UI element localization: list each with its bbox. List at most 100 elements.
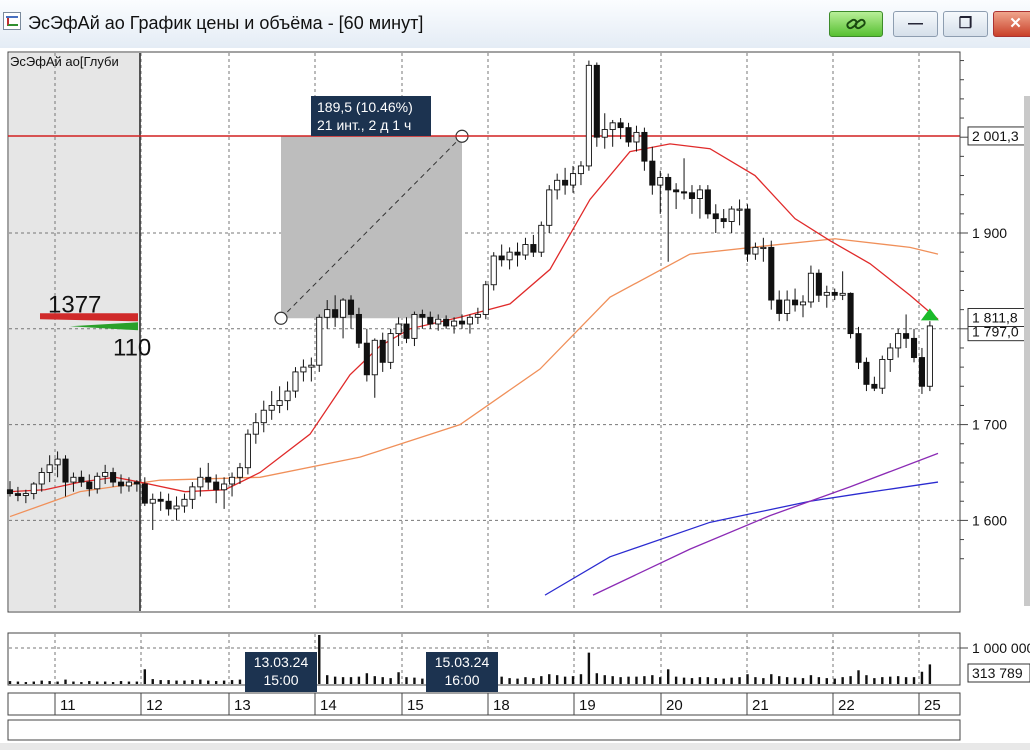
volume-bar-23 — [191, 680, 194, 684]
volume-bar-104 — [833, 678, 836, 684]
volume-bar-86 — [690, 678, 694, 684]
time-axis-labels: 11 12 13 14 15 18 19 20 21 22 25 — [54, 693, 941, 715]
volume-bar-115 — [920, 671, 924, 684]
candle-45 — [363, 342, 370, 376]
candle-15 — [125, 481, 132, 487]
candles — [6, 60, 933, 530]
price-label-2: 1 700 — [972, 417, 1007, 433]
candle-88 — [704, 189, 711, 215]
time-cursor-labels: 13.03.24 15:00 15.03.24 16:00 — [245, 652, 498, 692]
candle-23 — [189, 486, 196, 500]
horizontal-scrollbar-track[interactable] — [7, 719, 961, 741]
price-volume-chart[interactable]: ЭсЭфАй ао[Глуби 1377 110 189,5 (10.46%) 21… — [0, 48, 1030, 750]
candle-90 — [720, 218, 727, 222]
volume-bar-21 — [175, 680, 178, 684]
candle-10 — [86, 481, 93, 490]
candle-34 — [276, 400, 283, 406]
candle-102 — [815, 272, 822, 296]
candle-16 — [133, 481, 140, 485]
chart-area[interactable]: ЭсЭфАй ао[Глуби 1377 110 189,5 (10.46%) 21… — [0, 48, 1030, 750]
candle-3 — [30, 483, 37, 495]
candle-76 — [609, 122, 616, 130]
price-pane[interactable] — [7, 51, 961, 613]
volume-bar-84 — [674, 676, 678, 684]
order-book-panel — [9, 53, 140, 611]
candle-44 — [355, 313, 362, 344]
ma-blue-line — [544, 481, 939, 596]
candle-5 — [46, 464, 53, 473]
candle-71 — [569, 173, 577, 186]
day-label-10: 25 — [924, 697, 941, 714]
volume-bar-62 — [500, 676, 503, 684]
close-button[interactable]: ✕ — [993, 11, 1030, 37]
candle-112 — [895, 333, 902, 349]
candle-110 — [879, 359, 886, 389]
minimize-button[interactable]: — — [893, 11, 938, 37]
volume-bar-99 — [793, 677, 797, 684]
window-titlebar[interactable]: ЭсЭфАй ао График цены и объёма - [60 мин… — [0, 0, 1030, 48]
candle-63 — [506, 251, 513, 261]
candle-75 — [601, 129, 608, 138]
candle-106 — [847, 292, 854, 335]
measure-delta-text: 189,5 (10.46%) — [317, 99, 413, 115]
candle-108 — [863, 361, 870, 385]
volume-bar-13 — [111, 682, 115, 684]
candle-48 — [387, 333, 394, 363]
volume-bar-15 — [127, 681, 131, 684]
volume-bar-16 — [135, 681, 139, 684]
volume-bar-95 — [762, 678, 765, 684]
candle-113 — [903, 333, 910, 339]
volume-bar-92 — [738, 677, 741, 684]
volume-bar-100 — [801, 678, 805, 684]
candle-20 — [165, 500, 172, 510]
volume-bar-66 — [532, 678, 535, 684]
candle-57 — [458, 320, 466, 325]
link-button[interactable] — [829, 11, 883, 37]
candle-64 — [514, 251, 521, 256]
bid-bar — [40, 313, 138, 322]
candle-95 — [760, 246, 767, 250]
candle-116 — [926, 325, 933, 387]
candle-72 — [577, 165, 585, 175]
volume-bar-5 — [48, 681, 51, 684]
measure-start-handle — [274, 311, 288, 325]
vertical-scrollbar[interactable] — [1024, 96, 1030, 606]
candle-66 — [530, 244, 537, 253]
volume-bar-94 — [754, 677, 757, 684]
volume-bar-25 — [207, 680, 210, 684]
volume-bar-11 — [96, 681, 99, 684]
volume-bar-79 — [635, 676, 638, 684]
volume-bar-90 — [722, 678, 725, 684]
maximize-button[interactable]: ❐ — [943, 11, 988, 37]
volume-bar-45 — [365, 673, 369, 684]
volume-bar-106 — [849, 676, 852, 684]
day-label-3: 14 — [320, 697, 337, 714]
candle-51 — [411, 313, 418, 339]
day-label-6: 19 — [579, 697, 596, 714]
candle-104 — [831, 291, 838, 296]
volume-bar-97 — [778, 676, 781, 684]
volume-bar-12 — [103, 681, 107, 684]
candle-54 — [435, 318, 442, 325]
chart-window-icon — [3, 12, 21, 30]
day-label-8: 21 — [752, 697, 769, 714]
volume-bar-48 — [389, 678, 392, 684]
volume-bar-67 — [540, 676, 543, 684]
candle-18 — [149, 498, 156, 504]
volume-bar-105 — [841, 677, 844, 684]
link-icon — [846, 18, 866, 30]
time-axis[interactable] — [7, 692, 961, 716]
candle-67 — [538, 224, 545, 253]
volume-bar-85 — [682, 677, 686, 684]
candle-42 — [340, 299, 347, 318]
candle-84 — [673, 189, 680, 193]
volume-bar-93 — [746, 674, 749, 684]
volume-bar-109 — [873, 678, 876, 684]
candle-73 — [585, 64, 592, 167]
candle-50 — [403, 323, 410, 339]
measure-tool[interactable] — [274, 129, 469, 325]
volume-bar-78 — [627, 676, 630, 684]
candle-74 — [593, 64, 600, 138]
volume-bar-2 — [24, 682, 28, 684]
